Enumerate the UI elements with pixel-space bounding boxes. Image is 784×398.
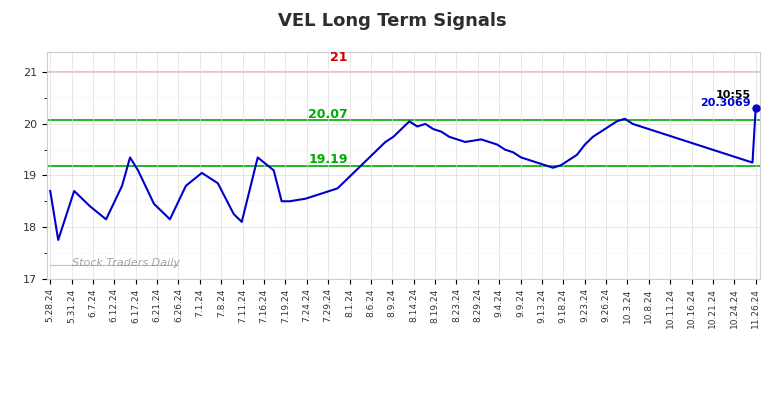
- Text: 19.19: 19.19: [308, 153, 348, 166]
- Text: 20.3069: 20.3069: [700, 98, 751, 108]
- Text: 10:55: 10:55: [716, 90, 751, 100]
- Text: 20.07: 20.07: [308, 108, 348, 121]
- Text: 21: 21: [330, 51, 347, 64]
- Text: Stock Traders Daily: Stock Traders Daily: [71, 258, 180, 268]
- Text: VEL Long Term Signals: VEL Long Term Signals: [278, 12, 506, 30]
